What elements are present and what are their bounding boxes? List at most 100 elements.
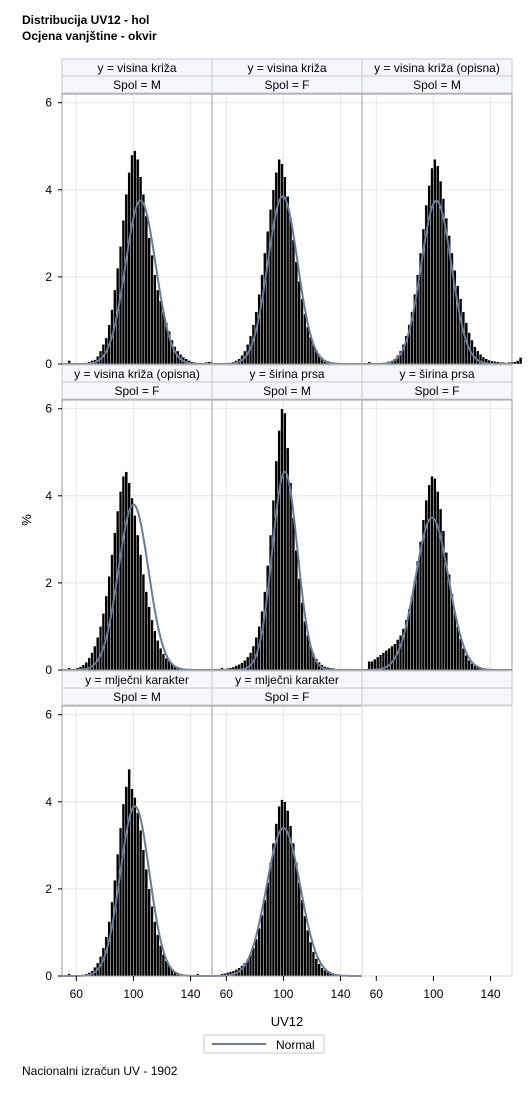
- histogram-bar: [427, 484, 431, 671]
- histogram-bar: [150, 906, 154, 977]
- histogram-bar: [433, 159, 437, 365]
- panel-sex-label: Spol = F: [264, 690, 309, 704]
- histogram-bar: [274, 460, 278, 671]
- histogram-bar: [144, 215, 148, 365]
- histogram-bar: [303, 621, 307, 671]
- histogram-bar: [161, 954, 166, 977]
- histogram-bar: [464, 654, 468, 671]
- histogram-bar: [93, 645, 97, 671]
- histogram-bar: [433, 478, 437, 671]
- histogram-bar: [136, 159, 140, 365]
- histogram-bar: [136, 812, 140, 977]
- x-tick-label: 60: [70, 987, 84, 1001]
- panel-variable-label: y = visina križa (opisna): [74, 367, 200, 381]
- x-tick-label: 140: [481, 987, 501, 1001]
- histogram-bar: [96, 637, 100, 671]
- x-tick-label: 60: [220, 987, 234, 1001]
- histogram-bar: [300, 298, 304, 365]
- y-tick-label: 0: [45, 357, 52, 371]
- histogram-bar: [467, 660, 471, 671]
- panel-frame: [361, 93, 513, 365]
- histogram-bar: [320, 967, 324, 977]
- histogram-bar: [300, 899, 304, 977]
- histogram-bar: [297, 281, 301, 365]
- histogram-bar: [124, 471, 128, 671]
- histogram-bar: [288, 482, 293, 671]
- histogram-bar: [161, 653, 166, 671]
- histogram-bar: [136, 534, 140, 671]
- histogram-bar: [156, 934, 160, 977]
- histogram-bar: [291, 239, 296, 365]
- histogram-bar: [257, 294, 261, 365]
- panel-sex-label: Spol = F: [114, 384, 159, 398]
- y-axis-title: %: [19, 514, 34, 526]
- histogram-bar: [297, 578, 301, 671]
- panel-frame: [361, 399, 513, 671]
- histogram-bar: [153, 274, 157, 365]
- histogram-bar: [118, 827, 123, 977]
- histogram-bar: [144, 869, 148, 977]
- y-tick-label: 0: [45, 969, 52, 983]
- histogram-bar: [370, 661, 374, 671]
- panel-variable-label: y = mlječni karakter: [85, 673, 189, 687]
- histogram-bar: [130, 497, 134, 671]
- histogram-bar: [127, 172, 131, 365]
- y-tick-label: 0: [45, 663, 52, 677]
- histogram-bar: [461, 648, 466, 671]
- panel-variable-label: y = širina prsa: [399, 367, 474, 381]
- histogram-bar: [513, 361, 517, 365]
- histogram-bar: [367, 661, 371, 671]
- y-tick-label: 2: [45, 576, 52, 590]
- histogram-bar: [280, 163, 284, 365]
- histogram-bar: [133, 515, 137, 671]
- panel-sex-label: Spol = F: [414, 384, 459, 398]
- histogram-bar: [141, 849, 146, 977]
- histogram-bar: [458, 638, 463, 671]
- histogram-bar: [156, 289, 160, 365]
- histogram-bar: [277, 159, 281, 365]
- histogram-bar: [373, 658, 377, 671]
- histogram-bar: [118, 491, 123, 671]
- histogram-bar: [283, 412, 287, 671]
- histogram-bar: [271, 842, 276, 977]
- histogram-bar: [147, 237, 151, 365]
- histogram-bar: [133, 797, 137, 977]
- histogram-bar: [458, 298, 463, 365]
- histogram-bar: [317, 963, 321, 977]
- histogram-bar: [306, 326, 310, 365]
- y-tick-label: 6: [45, 708, 52, 722]
- histogram-bar: [416, 560, 420, 671]
- histogram-bar: [130, 788, 134, 977]
- panel-header-strip: [361, 381, 513, 400]
- empty-panel: [361, 705, 513, 977]
- histogram-bar: [138, 829, 143, 977]
- panel-sex-label: Spol = M: [113, 690, 161, 704]
- histogram-bar: [254, 938, 258, 977]
- histogram-bar: [147, 606, 151, 671]
- histogram-bar: [150, 619, 154, 671]
- histogram-bar: [476, 350, 480, 365]
- x-tick-label: 100: [423, 987, 443, 1001]
- histogram-bar: [268, 862, 273, 977]
- x-tick-label: 100: [273, 987, 293, 1001]
- histogram-bar: [127, 768, 131, 977]
- histogram-bar: [254, 311, 258, 365]
- histogram-bar: [121, 476, 126, 671]
- histogram-bar: [413, 580, 417, 671]
- histogram-bar: [280, 799, 284, 977]
- histogram-bar: [291, 842, 296, 977]
- histogram-bar: [116, 510, 120, 671]
- histogram-bar: [294, 550, 298, 671]
- panel-variable-label: y = visina križa: [97, 61, 176, 75]
- histogram-bar: [436, 491, 440, 671]
- histogram-bar: [516, 360, 520, 365]
- chart-subtitle: Ocjena vanjštine - okvir: [22, 29, 157, 43]
- legend-normal-label: Normal: [276, 1038, 315, 1052]
- histogram-bar: [107, 921, 111, 977]
- histogram-bar: [147, 888, 151, 977]
- y-tick-label: 4: [45, 489, 52, 503]
- histogram-bar: [430, 167, 434, 365]
- histogram-bar: [518, 357, 523, 365]
- histogram-bar: [113, 879, 117, 977]
- histogram-bar: [110, 901, 114, 977]
